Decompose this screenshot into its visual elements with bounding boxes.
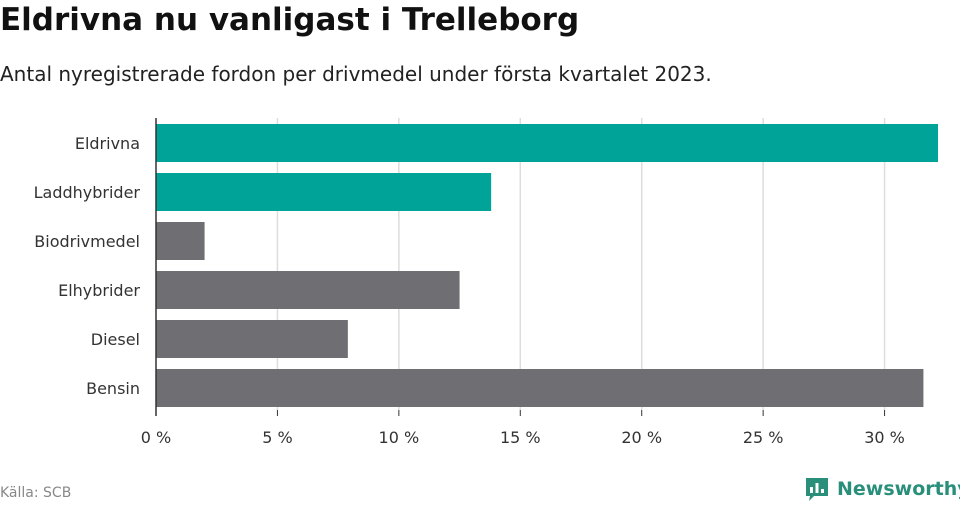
bar-chart: 0 % 5 % 10 % 15 % 20 % 25 % 30 % Eldrivna Laddh… [34,118,938,447]
bar [156,320,348,358]
source-note: Källa: SCB [0,485,72,501]
bar [156,222,205,260]
bar [156,369,924,407]
bar [156,271,460,309]
newsworthy-logo-icon [806,478,828,501]
category-label: Bensin [86,379,140,398]
category-labels: Eldrivna Laddhybrider Biodrivmedel Elhybrid… [34,134,141,398]
bar [156,124,938,162]
grid-lines [276,118,886,410]
x-tick-label: 25 % [743,428,784,447]
category-label: Biodrivmedel [34,232,140,251]
chart-subtitle: Antal nyregistrerade fordon per drivmede… [0,62,712,86]
category-label: Eldrivna [75,134,140,153]
chart-title: Eldrivna nu vanligast i Trelleborg [0,2,580,38]
x-tick-label: 15 % [500,428,541,447]
category-label: Elhybrider [58,281,140,300]
brand-logo: Newsworthy [804,474,960,504]
category-label: Diesel [91,330,140,349]
x-axis: 0 % 5 % 10 % 15 % 20 % 25 % 30 % [141,118,905,447]
x-tick-label: 30 % [864,428,905,447]
x-tick-label: 0 % [141,428,171,447]
bar [156,173,492,211]
bars [156,124,938,407]
x-tick-label: 20 % [621,428,662,447]
category-label: Laddhybrider [34,183,141,202]
x-tick-label: 5 % [262,428,292,447]
x-tick-label: 10 % [379,428,420,447]
brand-name: Newsworthy [837,478,960,500]
